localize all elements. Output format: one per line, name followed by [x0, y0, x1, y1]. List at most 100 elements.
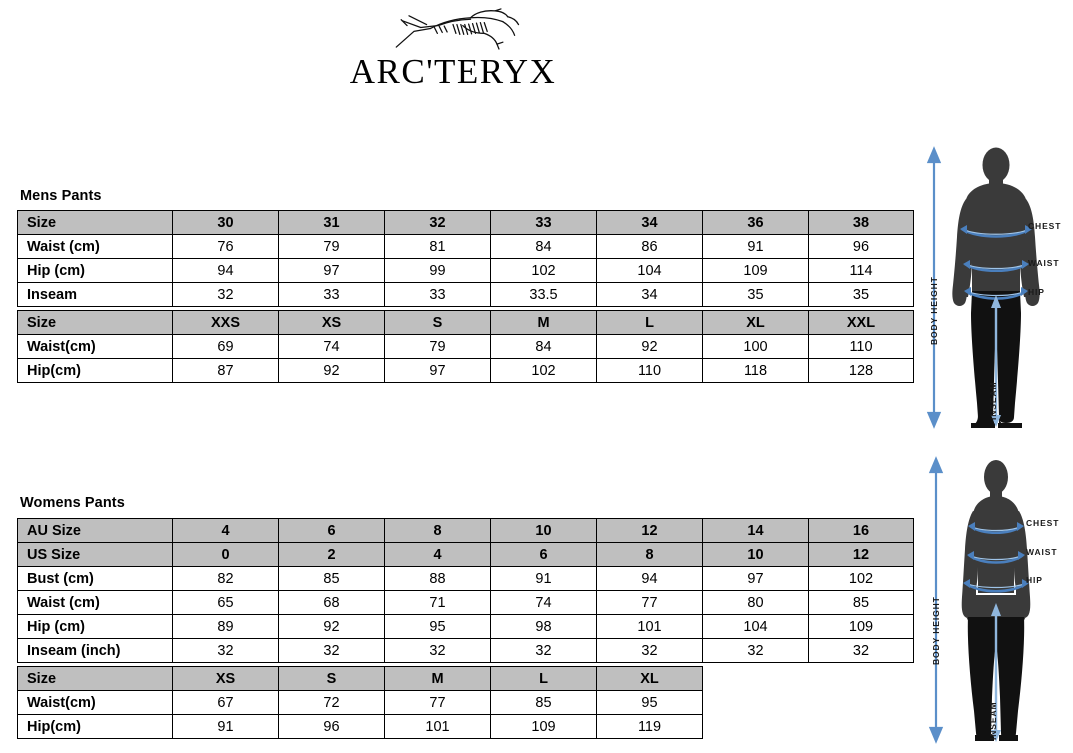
female-waist-label: WAIST — [1026, 547, 1058, 557]
cell: 33 — [278, 282, 385, 307]
male-body-height-label: BODY HEIGHT — [929, 276, 939, 345]
column-header-s: S — [278, 666, 385, 691]
column-header-34: 34 — [596, 210, 703, 235]
table-row: Waist (cm) 76 79 81 84 86 91 96 — [17, 234, 914, 259]
au-size-16: 16 — [808, 518, 914, 543]
us-size-4: 4 — [384, 542, 491, 567]
cell: 77 — [596, 590, 703, 615]
mens-alpha-size-table: Size XXS XS S M L XL XXL Waist(cm) 69 74… — [17, 310, 914, 383]
cell: 32 — [172, 638, 279, 663]
inseam-arrow-icon — [991, 295, 1001, 427]
cell: 35 — [702, 282, 809, 307]
arcteryx-bird-icon — [395, 8, 520, 50]
column-header-size: Size — [17, 210, 173, 235]
cell: 87 — [172, 358, 279, 383]
female-chest-label: CHEST — [1026, 518, 1060, 528]
cell: 88 — [384, 566, 491, 591]
inseam-arrow-icon — [991, 603, 1001, 742]
cell: 110 — [808, 334, 914, 359]
table-header-row: Size XXS XS S M L XL XXL — [17, 310, 914, 335]
cell: 85 — [490, 690, 597, 715]
cell: 128 — [808, 358, 914, 383]
au-size-10: 10 — [490, 518, 597, 543]
male-inseam-label: INSEAM — [988, 381, 998, 420]
row-label-inseam: Inseam — [17, 282, 173, 307]
cell: 32 — [384, 638, 491, 663]
us-size-6: 6 — [490, 542, 597, 567]
au-size-8: 8 — [384, 518, 491, 543]
chest-measure-line — [968, 522, 1024, 535]
table-row: Waist(cm) 69 74 79 84 92 100 110 — [17, 334, 914, 359]
table-row: Hip (cm) 94 97 99 102 104 109 114 — [17, 258, 914, 283]
cell: 95 — [384, 614, 491, 639]
table-header-row: Size XS S M L XL — [17, 666, 703, 691]
us-size-10: 10 — [702, 542, 809, 567]
column-header-xl: XL — [702, 310, 809, 335]
cell: 92 — [596, 334, 703, 359]
column-header-36: 36 — [702, 210, 809, 235]
womens-numeric-size-table: AU Size 4 6 8 10 12 14 16 US Size 0 2 4 … — [17, 518, 914, 663]
column-header-31: 31 — [278, 210, 385, 235]
male-waist-label: WAIST — [1028, 258, 1060, 268]
column-header-32: 32 — [384, 210, 491, 235]
cell: 92 — [278, 358, 385, 383]
cell: 85 — [278, 566, 385, 591]
cell: 65 — [172, 590, 279, 615]
us-size-8: 8 — [596, 542, 703, 567]
lower-body-shape — [971, 291, 1022, 428]
row-label-waist: Waist(cm) — [17, 334, 173, 359]
cell: 84 — [490, 334, 597, 359]
cell: 74 — [490, 590, 597, 615]
cell: 32 — [596, 638, 703, 663]
cell: 86 — [596, 234, 703, 259]
row-label-hip: Hip (cm) — [17, 258, 173, 283]
cell: 100 — [702, 334, 809, 359]
cell: 91 — [702, 234, 809, 259]
cell: 101 — [384, 714, 491, 739]
column-header-size: Size — [17, 310, 173, 335]
male-silhouette-graphic — [926, 146, 1040, 429]
row-label-hip: Hip(cm) — [17, 714, 173, 739]
cell: 67 — [172, 690, 279, 715]
cell: 72 — [278, 690, 385, 715]
cell: 77 — [384, 690, 491, 715]
cell: 84 — [490, 234, 597, 259]
column-header-m: M — [490, 310, 597, 335]
cell: 104 — [596, 258, 703, 283]
au-size-6: 6 — [278, 518, 385, 543]
cell: 98 — [490, 614, 597, 639]
column-header-s: S — [384, 310, 491, 335]
cell: 79 — [384, 334, 491, 359]
column-header-xl: XL — [596, 666, 703, 691]
female-silhouette-graphic — [928, 456, 1031, 744]
cell: 35 — [808, 282, 914, 307]
column-header-l: L — [596, 310, 703, 335]
waist-measure-line — [967, 551, 1025, 564]
cell: 94 — [596, 566, 703, 591]
column-header-us-size: US Size — [17, 542, 173, 567]
cell: 34 — [596, 282, 703, 307]
column-header-au-size: AU Size — [17, 518, 173, 543]
table-header-row-us: US Size 0 2 4 6 8 10 12 — [17, 542, 914, 567]
cell: 32 — [808, 638, 914, 663]
womens-pants-heading: Womens Pants — [20, 495, 125, 511]
row-label-inseam: Inseam (inch) — [17, 638, 173, 663]
column-header-xs: XS — [172, 666, 279, 691]
cell: 82 — [172, 566, 279, 591]
cell: 119 — [596, 714, 703, 739]
column-header-size: Size — [17, 666, 173, 691]
female-body-measurement-diagram: CHEST WAIST HIP BODY HEIGHT INSEAM — [922, 455, 1070, 745]
column-header-33: 33 — [490, 210, 597, 235]
cell: 32 — [490, 638, 597, 663]
cell: 85 — [808, 590, 914, 615]
table-row: Hip (cm) 89 92 95 98 101 104 109 — [17, 614, 914, 639]
cell: 33 — [384, 282, 491, 307]
cell: 32 — [278, 638, 385, 663]
column-header-m: M — [384, 666, 491, 691]
au-size-4: 4 — [172, 518, 279, 543]
column-header-30: 30 — [172, 210, 279, 235]
table-row: Hip(cm) 91 96 101 109 119 — [17, 714, 703, 739]
cell: 33.5 — [490, 282, 597, 307]
cell: 97 — [278, 258, 385, 283]
